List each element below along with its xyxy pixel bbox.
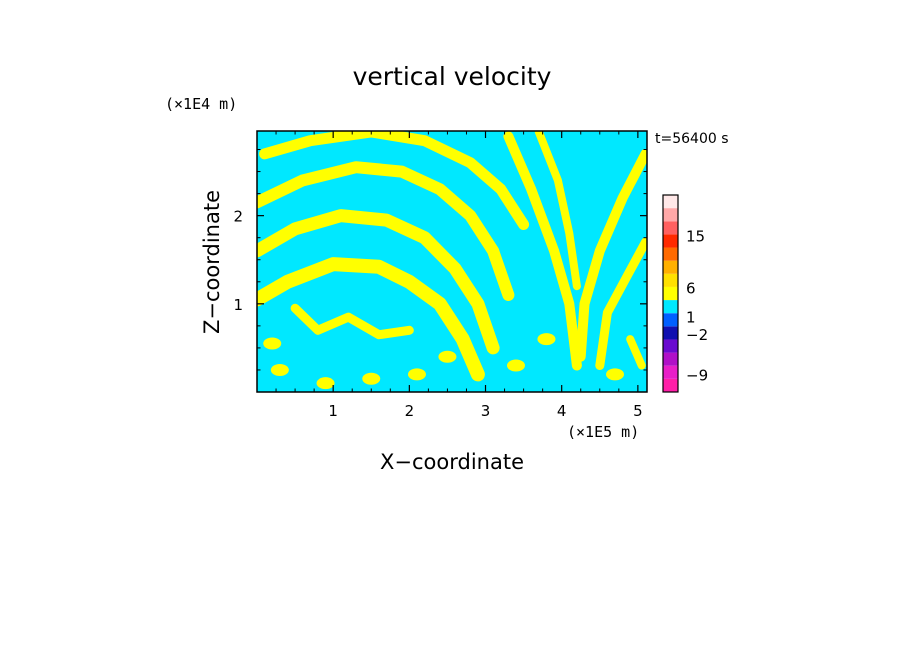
x-tick-label: 4	[557, 402, 567, 420]
velocity-field	[257, 131, 647, 392]
field-band	[503, 131, 582, 371]
colorbar-segment	[663, 208, 678, 222]
field-cell	[316, 377, 335, 390]
colorbar: 15 6 1−2 −9	[662, 194, 708, 393]
colorbar-label: 6	[686, 280, 696, 298]
field-cell	[438, 350, 457, 363]
colorbar-segment	[663, 221, 678, 235]
colorbar-segment	[663, 195, 678, 209]
x-tick-label: 2	[405, 402, 415, 420]
colorbar-segment	[663, 339, 678, 353]
field-band	[626, 335, 646, 370]
colorbar-segment	[663, 260, 678, 274]
field-band	[290, 303, 414, 340]
time-label: t=56400 s	[655, 131, 729, 147]
colorbar-segment	[663, 273, 678, 287]
field-band	[575, 148, 647, 362]
field-band	[257, 209, 500, 355]
colorbar-label: −2	[686, 326, 708, 344]
colorbar-label: 15	[686, 228, 705, 246]
y-tick-label: 1	[233, 296, 243, 314]
y-axis-ticks: 12	[233, 149, 647, 371]
colorbar-segment	[663, 234, 678, 248]
colorbar-label: 1	[686, 309, 696, 327]
colorbar-segment	[663, 286, 678, 301]
colorbar-label: −9	[686, 367, 708, 385]
field-cell	[362, 372, 381, 385]
chart-title: vertical velocity	[353, 62, 552, 91]
y-tick-label: 2	[233, 208, 243, 226]
colorbar-segment	[663, 247, 678, 261]
colorbar-segment	[663, 352, 678, 366]
field-cell	[263, 337, 282, 350]
colorbar-frame	[662, 194, 679, 393]
field-cell	[537, 333, 556, 346]
y-scale-label: (×1E4 m)	[165, 95, 237, 113]
positive-velocity-bands	[257, 131, 647, 390]
x-axis-label: X−coordinate	[380, 450, 524, 474]
colorbar-segment	[663, 365, 678, 379]
colorbar-segment	[663, 313, 678, 327]
x-tick-label: 1	[328, 402, 338, 420]
field-band	[534, 131, 581, 291]
field-band	[259, 131, 530, 230]
y-axis-label: Z−coordinate	[200, 190, 224, 334]
x-tick-label: 3	[481, 402, 491, 420]
field-cell	[606, 368, 625, 381]
colorbar-segment	[663, 300, 678, 314]
field-band	[257, 161, 515, 301]
field-band	[257, 257, 485, 382]
colorbar-segment	[663, 378, 678, 392]
field-band	[595, 237, 647, 370]
x-scale-label: (×1E5 m)	[567, 423, 639, 441]
plot-frame	[256, 130, 648, 393]
colorbar-segment	[663, 326, 678, 340]
x-tick-label: 5	[633, 402, 643, 420]
field-cell	[407, 368, 426, 381]
x-axis-ticks: 1 2 3 4 5	[275, 131, 643, 420]
field-cell	[506, 359, 525, 372]
field-cell	[270, 363, 289, 376]
